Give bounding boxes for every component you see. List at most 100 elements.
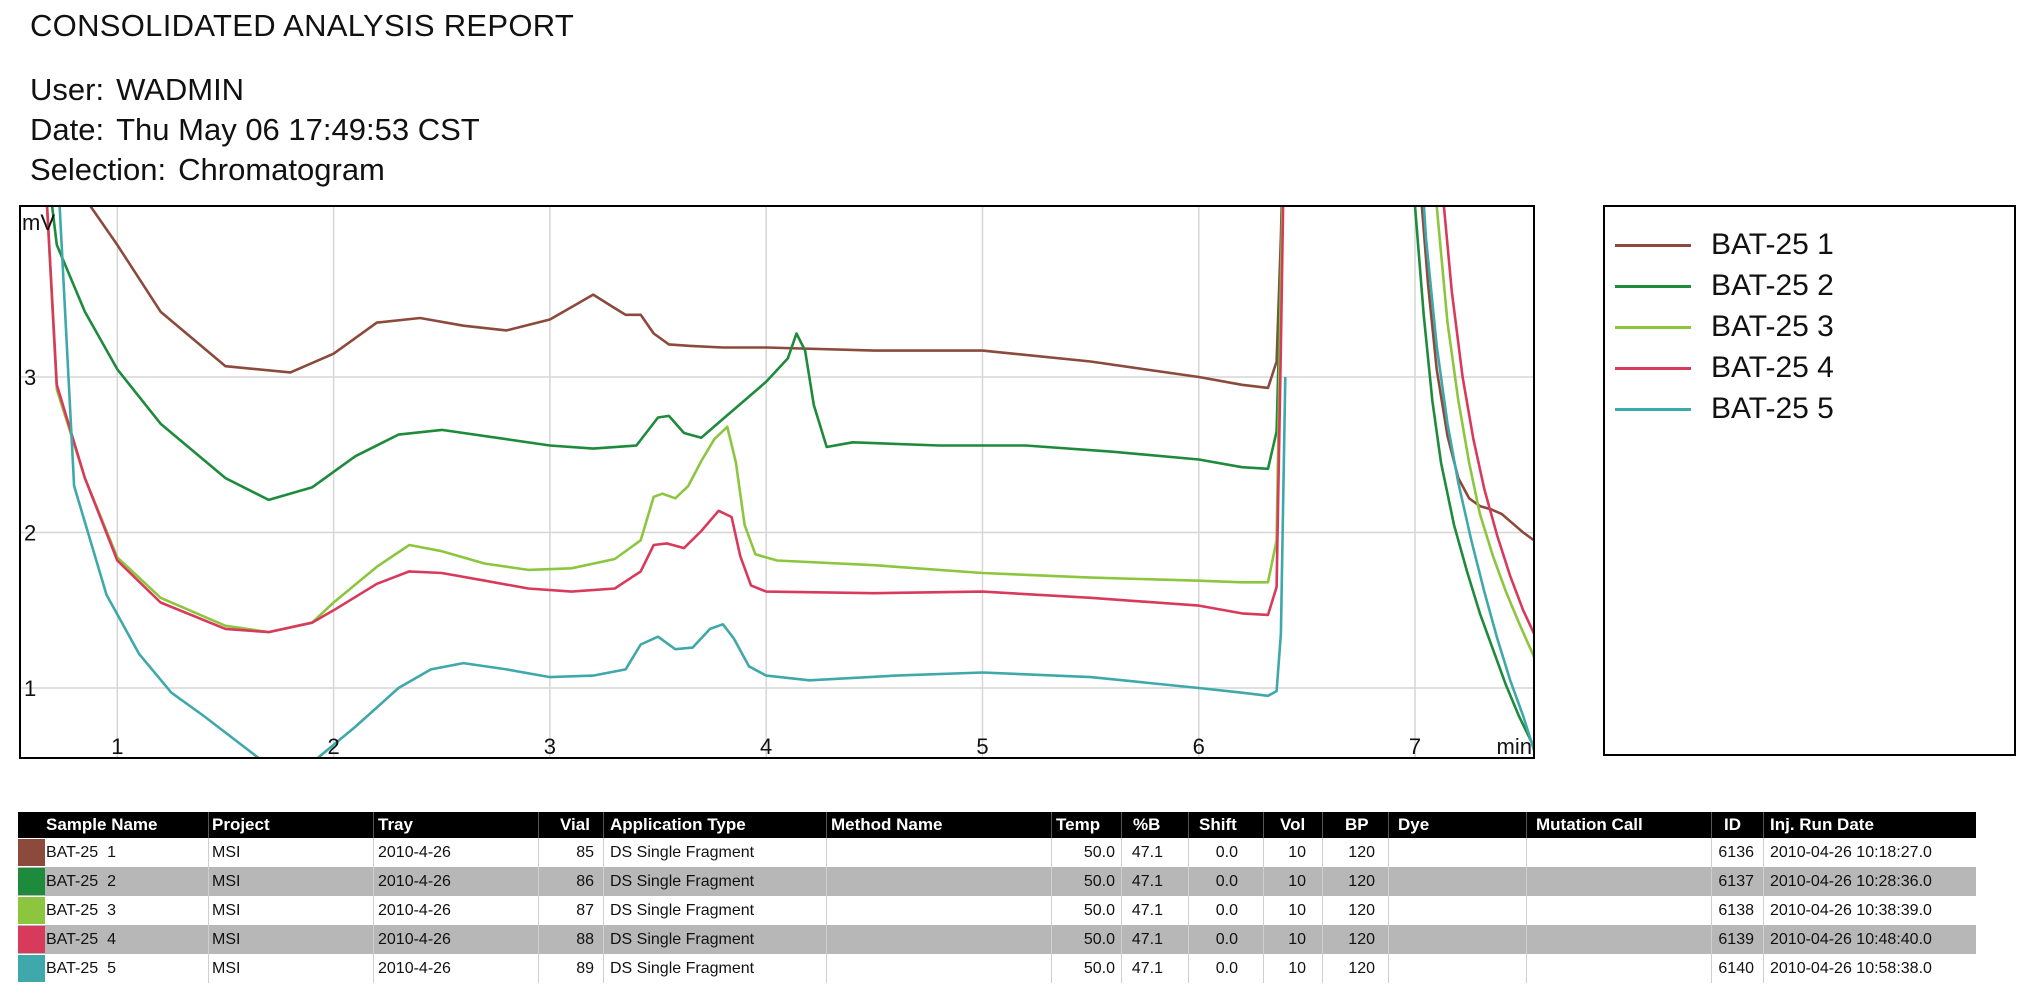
column-separator — [1526, 896, 1527, 925]
table-cell: BAT-25 1 — [46, 844, 116, 861]
table-cell: 0.0 — [1215, 960, 1238, 977]
selection-line: Selection: Chromatogram — [30, 152, 385, 188]
legend-item: BAT-25 5 — [1605, 389, 1834, 429]
table-cell: 47.1 — [1131, 960, 1163, 977]
column-separator — [1388, 812, 1389, 838]
table-cell: 47.1 — [1131, 873, 1163, 890]
table-cell: 86 — [576, 873, 594, 890]
column-separator — [1322, 925, 1323, 954]
legend-swatch — [1615, 366, 1691, 370]
column-separator — [1121, 925, 1122, 954]
column-separator — [603, 812, 604, 838]
x-tick-label: 5 — [976, 734, 988, 759]
column-separator — [373, 812, 374, 838]
column-separator — [538, 812, 539, 838]
column-separator — [1188, 838, 1189, 867]
column-separator — [538, 838, 539, 867]
column-separator — [1051, 838, 1052, 867]
table-cell: DS Single Fragment — [610, 902, 755, 919]
series-line-tail — [1413, 206, 1534, 748]
legend-label: BAT-25 1 — [1711, 228, 1834, 261]
table-header-cell: Vol — [1280, 815, 1306, 834]
grid-layer — [20, 206, 1534, 758]
table-header-cell: Inj. Run Date — [1770, 815, 1874, 834]
row-color-swatch — [18, 868, 45, 895]
column-separator — [1188, 954, 1189, 983]
legend-item: BAT-25 1 — [1605, 225, 1834, 265]
series-line-tail — [1442, 206, 1534, 635]
axis-labels: 1 2 3 4 5 6 7 1 2 3 mV min — [22, 210, 1532, 759]
column-separator — [208, 867, 209, 896]
table-cell: 2010-04-26 10:58:38.0 — [1770, 960, 1932, 977]
y-tick-label: 2 — [24, 521, 36, 546]
column-separator — [603, 925, 604, 954]
column-separator — [208, 896, 209, 925]
column-separator — [603, 838, 604, 867]
x-tick-label: 7 — [1409, 734, 1421, 759]
column-separator — [1322, 838, 1323, 867]
column-separator — [1188, 925, 1189, 954]
column-separator — [603, 896, 604, 925]
column-separator — [826, 896, 827, 925]
table-cell: 6139 — [1718, 931, 1754, 948]
column-separator — [1121, 896, 1122, 925]
table-cell: 10 — [1288, 902, 1306, 919]
table-cell: 2010-4-26 — [378, 960, 451, 977]
table-cell: 10 — [1288, 931, 1306, 948]
table-cell: 2010-04-26 10:38:39.0 — [1770, 902, 1932, 919]
column-separator — [208, 954, 209, 983]
column-separator — [1263, 925, 1264, 954]
selection-value: Chromatogram — [178, 152, 385, 187]
sample-table: Sample Name Project Tray Vial Application Ty… — [18, 812, 1976, 983]
table-cell: 85 — [576, 844, 594, 861]
table-cell: 120 — [1348, 844, 1375, 861]
x-tick-label: 2 — [327, 734, 339, 759]
table-cell: BAT-25 3 — [46, 902, 116, 919]
column-separator — [1263, 954, 1264, 983]
legend-swatch — [1615, 284, 1691, 288]
column-separator — [826, 954, 827, 983]
column-separator — [1051, 867, 1052, 896]
table-header-cell: Tray — [378, 815, 413, 834]
y-axis-label: mV — [22, 210, 55, 235]
series-line — [50, 206, 1284, 502]
column-separator — [1121, 838, 1122, 867]
series-line-tail — [1422, 206, 1534, 751]
table-cell: 2010-4-26 — [378, 902, 451, 919]
column-separator — [1051, 925, 1052, 954]
table-header-cell: Shift — [1199, 815, 1237, 834]
table-cell: 87 — [576, 902, 594, 919]
column-separator — [1526, 925, 1527, 954]
table-cell: MSI — [212, 960, 241, 977]
table-cell: 50.0 — [1083, 873, 1115, 890]
table-cell: 10 — [1288, 873, 1306, 890]
table-header-cell: Vial — [560, 815, 590, 834]
table-cell: DS Single Fragment — [610, 844, 755, 861]
table-header-cell: BP — [1345, 815, 1369, 834]
table-cell: DS Single Fragment — [610, 960, 755, 977]
table-cell: 50.0 — [1083, 844, 1115, 861]
y-tick-label: 1 — [24, 676, 36, 701]
table-cell: 0.0 — [1215, 931, 1238, 948]
report-title: CONSOLIDATED ANALYSIS REPORT — [30, 8, 575, 43]
user-line: User: WADMIN — [30, 72, 244, 108]
column-separator — [1322, 812, 1323, 838]
table-cell: 50.0 — [1083, 960, 1115, 977]
column-separator — [1763, 925, 1764, 954]
series-line-tail — [1420, 206, 1534, 542]
column-separator — [1711, 838, 1712, 867]
column-separator — [826, 925, 827, 954]
column-separator — [1711, 867, 1712, 896]
table-cell: 120 — [1348, 873, 1375, 890]
column-separator — [1051, 812, 1052, 838]
plot-frame — [19, 205, 1535, 759]
x-tick-label: 6 — [1193, 734, 1205, 759]
table-cell: 120 — [1348, 931, 1375, 948]
column-separator — [1051, 954, 1052, 983]
table-cell: 6138 — [1718, 902, 1754, 919]
column-separator — [208, 838, 209, 867]
series-line — [45, 206, 1285, 634]
table-header-cell: Project — [212, 815, 270, 834]
column-separator — [1526, 812, 1527, 838]
column-separator — [1711, 812, 1712, 838]
